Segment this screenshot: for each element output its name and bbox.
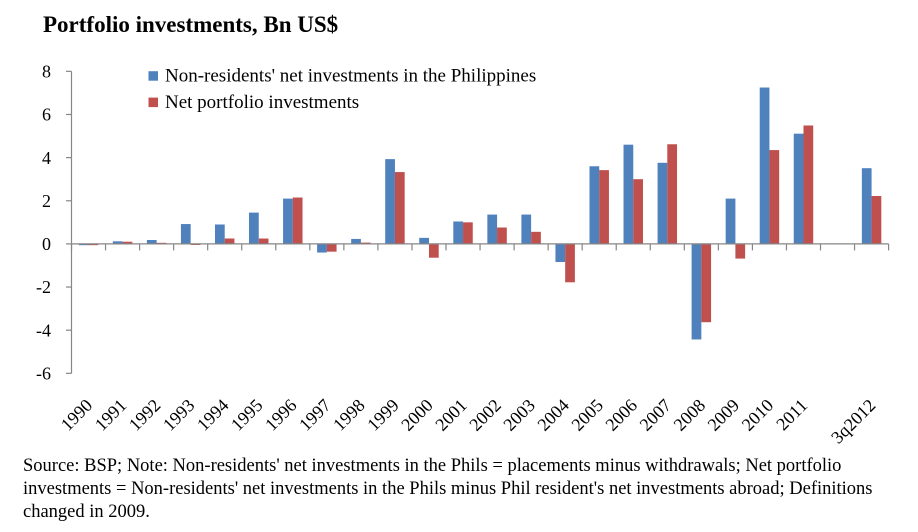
svg-text:6: 6 [42,105,51,125]
svg-text:2000: 2000 [397,395,437,435]
svg-text:1996: 1996 [261,395,301,435]
svg-text:1998: 1998 [329,395,369,435]
svg-text:1999: 1999 [363,395,403,435]
svg-text:3q2012: 3q2012 [827,395,879,447]
svg-text:2010: 2010 [738,395,778,435]
svg-text:2004: 2004 [533,395,573,435]
svg-text:2003: 2003 [499,395,539,435]
svg-text:4: 4 [42,148,51,168]
svg-text:2006: 2006 [601,395,641,435]
svg-text:2005: 2005 [567,395,607,435]
svg-text:-4: -4 [36,320,51,340]
svg-text:0: 0 [42,234,51,254]
svg-text:2009: 2009 [704,395,744,435]
svg-text:Net portfolio investments: Net portfolio investments [165,92,359,113]
svg-text:1997: 1997 [295,395,335,435]
svg-text:2: 2 [42,191,51,211]
svg-text:1991: 1991 [91,395,131,435]
svg-text:2008: 2008 [670,395,710,435]
svg-text:1994: 1994 [193,395,233,435]
svg-text:-6: -6 [36,364,51,384]
svg-text:8: 8 [42,62,51,82]
svg-text:-2: -2 [36,277,51,297]
svg-text:Non-residents' net investments: Non-residents' net investments in the Ph… [165,66,536,87]
svg-text:1995: 1995 [227,395,267,435]
svg-text:2002: 2002 [465,395,505,435]
svg-text:2011: 2011 [772,395,811,434]
svg-text:1992: 1992 [125,395,165,435]
svg-text:2001: 2001 [431,395,471,435]
svg-text:1993: 1993 [159,395,199,435]
svg-text:2007: 2007 [636,395,676,435]
svg-text:1990: 1990 [57,395,97,435]
